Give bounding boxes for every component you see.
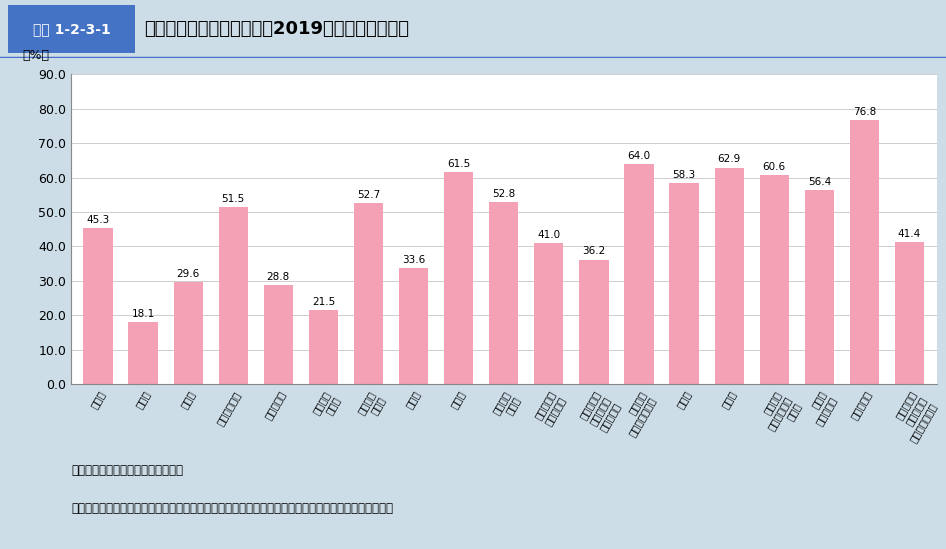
Bar (895, 242, 924, 384)
Text: 21.5: 21.5 (312, 297, 335, 307)
Bar (308, 310, 338, 384)
Text: 18.1: 18.1 (131, 309, 155, 319)
Bar (173, 282, 202, 384)
Bar (579, 260, 608, 384)
Bar (129, 322, 158, 384)
Text: 51.5: 51.5 (221, 194, 245, 204)
Bar (444, 172, 473, 384)
Bar (489, 203, 518, 384)
Text: 45.3: 45.3 (86, 215, 110, 225)
Bar (805, 190, 834, 384)
Text: 29.6: 29.6 (177, 269, 200, 279)
Text: 36.2: 36.2 (583, 247, 605, 256)
Text: 図表 1-2-3-1: 図表 1-2-3-1 (32, 22, 111, 36)
Text: 41.4: 41.4 (898, 228, 921, 238)
Text: 33.6: 33.6 (402, 255, 425, 265)
Y-axis label: （%）: （%） (23, 49, 50, 61)
Bar (264, 285, 293, 384)
Text: 52.7: 52.7 (357, 189, 380, 200)
Text: 64.0: 64.0 (627, 150, 651, 161)
Text: 資料：総務省統計局「労働力調査」: 資料：総務省統計局「労働力調査」 (71, 464, 183, 477)
Bar (83, 228, 113, 384)
Bar (760, 176, 789, 384)
FancyBboxPatch shape (8, 4, 135, 53)
Text: 62.9: 62.9 (717, 154, 741, 164)
Text: （注）「農業、林業」「複合型サービス業」「電気・ガス・熱供給・水道業」「公務」の業種は割愛。: （注）「農業、林業」「複合型サービス業」「電気・ガス・熱供給・水道業」「公務」の… (71, 502, 393, 516)
Bar (670, 183, 699, 384)
Text: 産業別女性雇用者の割合（2019（令和元）年度）: 産業別女性雇用者の割合（2019（令和元）年度） (144, 20, 409, 38)
Text: 60.6: 60.6 (762, 163, 786, 172)
Bar (354, 203, 383, 384)
Bar (219, 207, 248, 384)
Text: 58.3: 58.3 (673, 170, 695, 180)
Text: 61.5: 61.5 (447, 159, 470, 169)
Bar (624, 164, 654, 384)
Text: 56.4: 56.4 (808, 177, 831, 187)
Text: 28.8: 28.8 (267, 272, 290, 282)
Text: 76.8: 76.8 (852, 107, 876, 116)
Bar (399, 268, 429, 384)
Bar (714, 167, 744, 384)
Text: 52.8: 52.8 (492, 189, 516, 199)
Bar (850, 120, 879, 384)
Text: 41.0: 41.0 (537, 230, 560, 240)
Bar (534, 243, 564, 384)
